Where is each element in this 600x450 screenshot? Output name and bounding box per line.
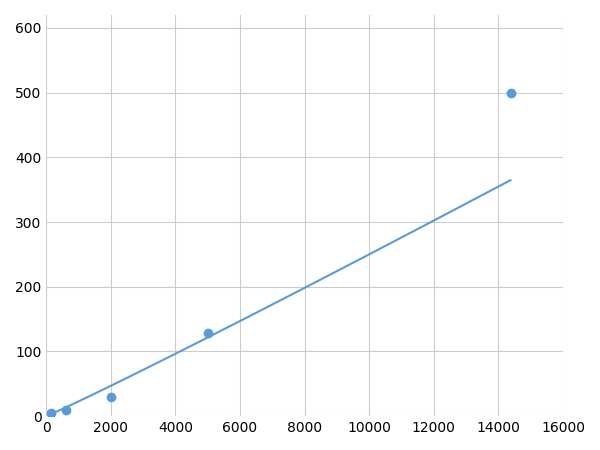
Point <box>62 406 71 413</box>
Point <box>46 410 56 417</box>
Point <box>203 330 212 337</box>
Point <box>106 393 116 400</box>
Point <box>506 89 515 96</box>
